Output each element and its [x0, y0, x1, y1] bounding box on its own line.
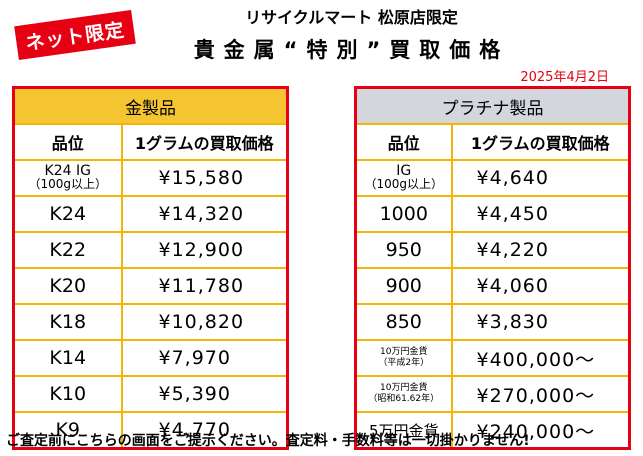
platinum-price-table: プラチナ製品 品位 1グラムの買取価格 IG （100g以上） ¥4,640 10… [354, 86, 631, 450]
gold-grade-column-header: 品位 [12, 123, 123, 161]
price-cell: ¥10,820 [120, 303, 289, 341]
table-row: K24 IG （100g以上） ¥15,580 [12, 159, 289, 197]
table-row: 10万円金貨 （昭和61.62年） ¥270,000〜 [354, 375, 631, 413]
shop-name: リサイクルマート 松原店限定 [245, 8, 458, 27]
table-row: K10 ¥5,390 [12, 375, 289, 413]
price-cell: ¥5,390 [120, 375, 289, 413]
price-cell: ¥4,450 [450, 195, 631, 233]
table-row: 10万円金貨 （平成2年） ¥400,000〜 [354, 339, 631, 377]
grade-cell: 900 [354, 267, 453, 305]
grade-cell: K18 [12, 303, 123, 341]
price-cell: ¥270,000〜 [450, 375, 631, 413]
grade-cell: 850 [354, 303, 453, 341]
grade-cell: IG （100g以上） [354, 159, 453, 197]
grade-cell: K24 IG （100g以上） [12, 159, 123, 197]
price-cell: ¥3,830 [450, 303, 631, 341]
table-row: K9 ¥4,770 [12, 411, 289, 450]
grade-cell: K24 [12, 195, 123, 233]
footer-notice: ご査定前にこちらの画面をご提示ください。査定料・手数料等は一切掛かりません! [6, 433, 530, 449]
grade-cell: K22 [12, 231, 123, 269]
price-cell: ¥4,060 [450, 267, 631, 305]
price-date: 2025年4月2日 [520, 70, 609, 85]
table-row: K24 ¥14,320 [12, 195, 289, 233]
table-row: 850 ¥3,830 [354, 303, 631, 341]
grade-cell: 10万円金貨 （昭和61.62年） [354, 375, 453, 413]
table-row: 900 ¥4,060 [354, 267, 631, 305]
table-row: K14 ¥7,970 [12, 339, 289, 377]
price-cell: ¥14,320 [120, 195, 289, 233]
price-cell: ¥4,640 [450, 159, 631, 197]
table-row: K22 ¥12,900 [12, 231, 289, 269]
table-row: 1000 ¥4,450 [354, 195, 631, 233]
table-row: IG （100g以上） ¥4,640 [354, 159, 631, 197]
platinum-grade-column-header: 品位 [354, 123, 453, 161]
price-cell: ¥12,900 [120, 231, 289, 269]
grade-cell: 10万円金貨 （平成2年） [354, 339, 453, 377]
table-row: 5万円金貨 ¥240,000〜 [354, 411, 631, 450]
price-cell: ¥400,000〜 [450, 339, 631, 377]
grade-cell: K14 [12, 339, 123, 377]
grade-cell: 1000 [354, 195, 453, 233]
table-row: K18 ¥10,820 [12, 303, 289, 341]
price-cell: ¥15,580 [120, 159, 289, 197]
grade-cell: 5万円金貨 [354, 411, 453, 450]
grade-cell: K10 [12, 375, 123, 413]
gold-price-column-header: 1グラムの買取価格 [120, 123, 289, 161]
grade-cell: K20 [12, 267, 123, 305]
table-row: 950 ¥4,220 [354, 231, 631, 269]
platinum-price-column-header: 1グラムの買取価格 [450, 123, 631, 161]
price-cell: ¥4,220 [450, 231, 631, 269]
gold-table-header: 金製品 [12, 86, 289, 125]
price-cell: ¥11,780 [120, 267, 289, 305]
page-title: 貴金属“特別”買取価格 [193, 38, 510, 62]
price-cell: ¥240,000〜 [450, 411, 631, 450]
grade-cell: 950 [354, 231, 453, 269]
price-cell: ¥7,970 [120, 339, 289, 377]
grade-cell: K9 [12, 411, 123, 450]
table-row: K20 ¥11,780 [12, 267, 289, 305]
price-cell: ¥4,770 [120, 411, 289, 450]
platinum-table-header: プラチナ製品 [354, 86, 631, 125]
gold-price-table: 金製品 品位 1グラムの買取価格 K24 IG （100g以上） ¥15,580 … [12, 86, 289, 450]
